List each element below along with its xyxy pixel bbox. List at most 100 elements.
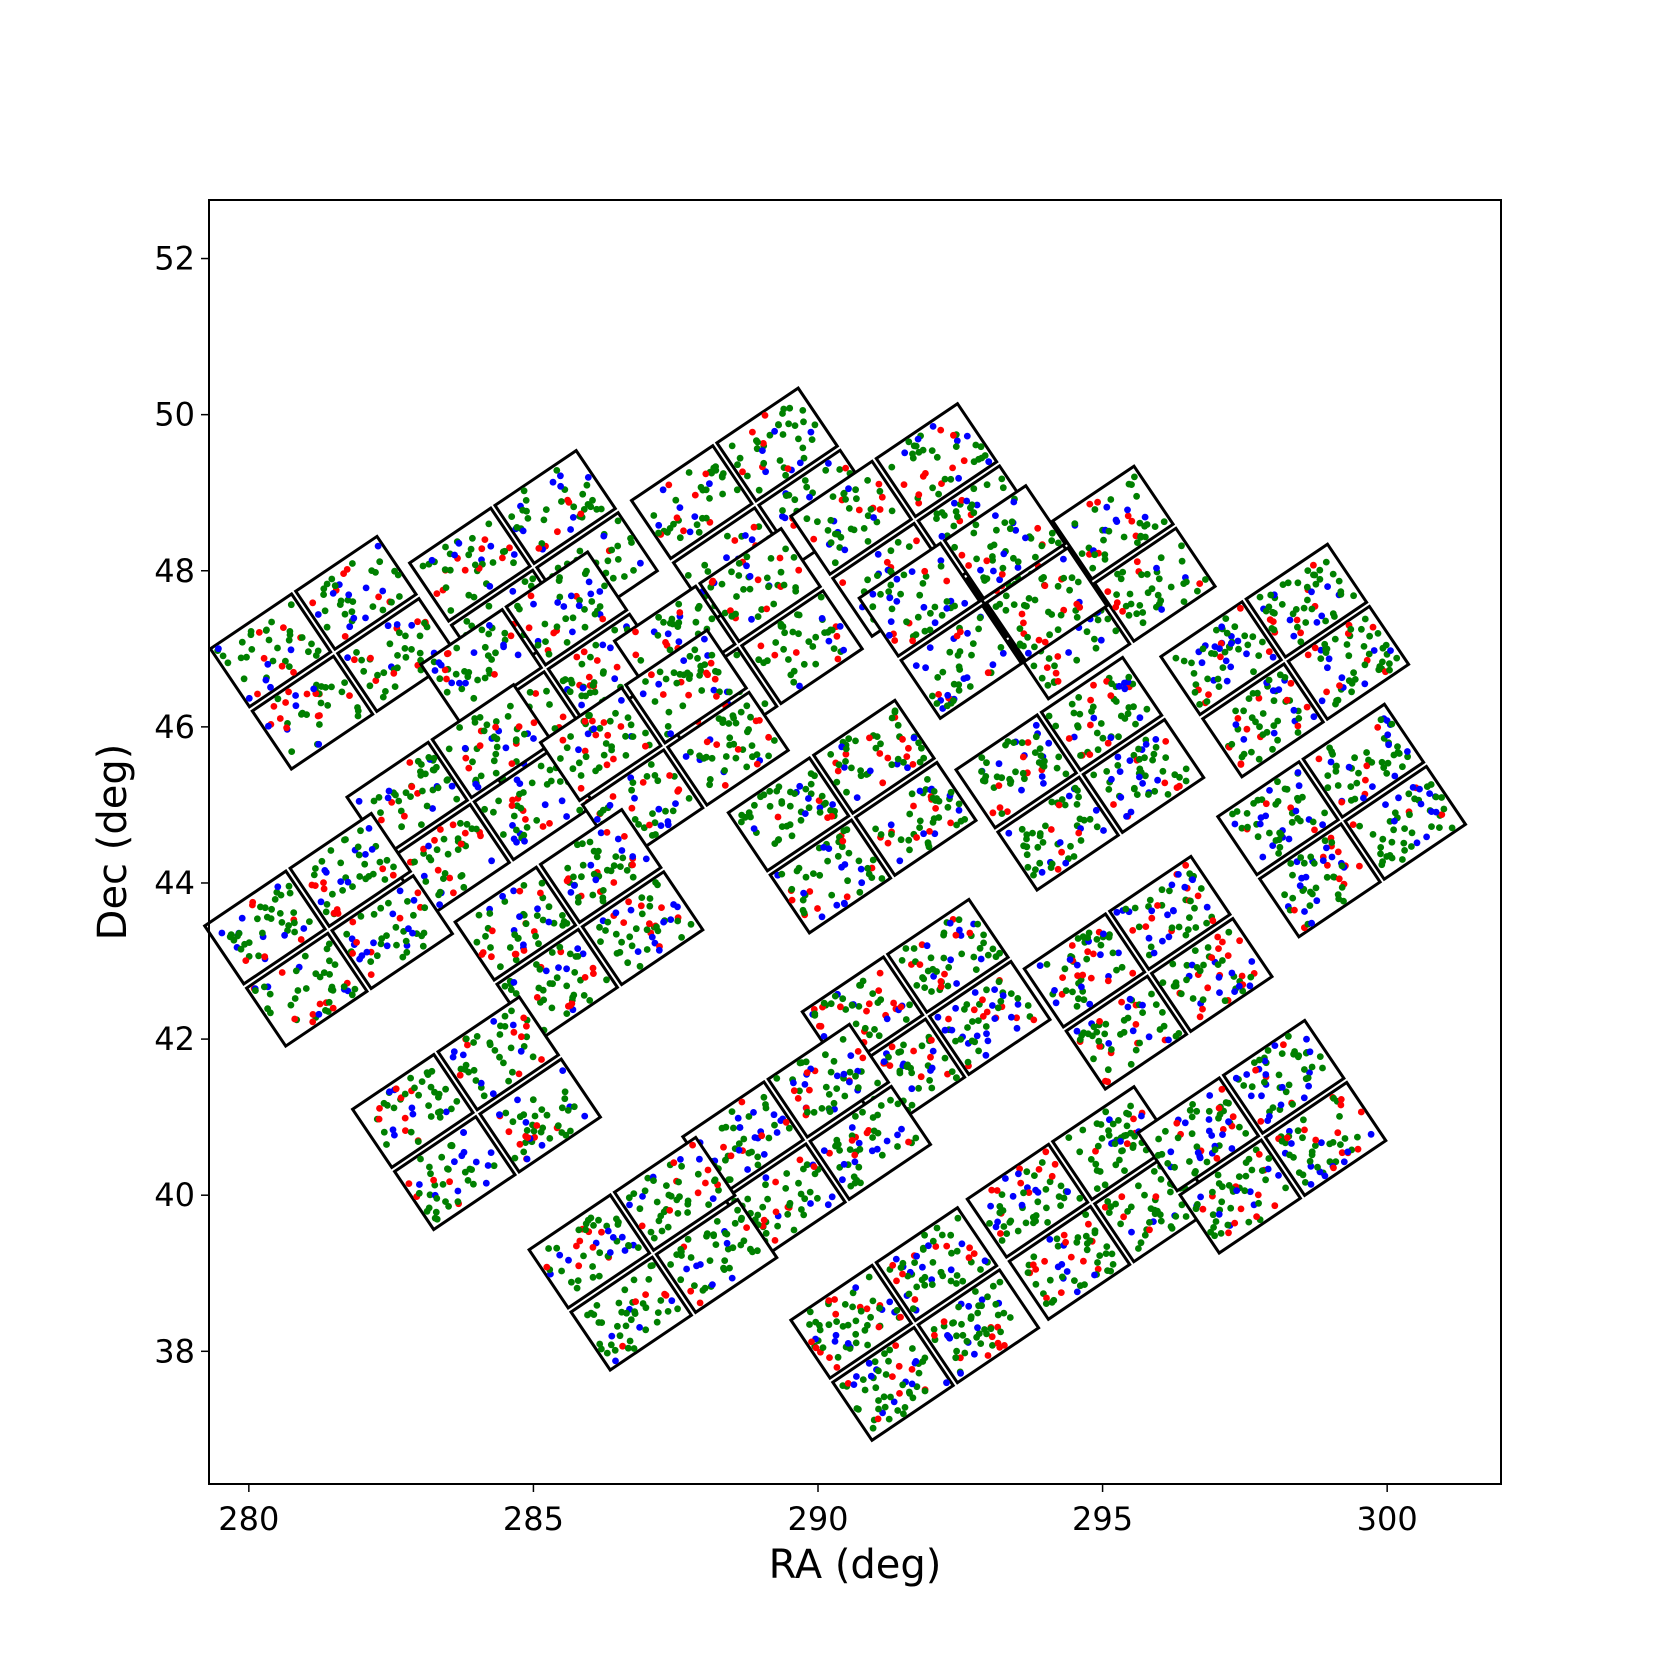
star-point <box>1139 1001 1146 1009</box>
star-point <box>514 934 522 942</box>
star-point <box>1295 1169 1303 1176</box>
star-point <box>407 793 414 800</box>
star-point <box>852 1072 859 1080</box>
star-point <box>1255 755 1263 763</box>
star-point <box>1102 1020 1110 1028</box>
star-point <box>939 668 947 676</box>
star-point <box>1189 995 1197 1002</box>
star-point <box>676 670 684 678</box>
star-point <box>1423 833 1430 841</box>
star-point <box>727 607 734 615</box>
star-point <box>1394 743 1401 750</box>
star-point <box>383 1141 390 1148</box>
star-point <box>1131 904 1139 912</box>
star-point <box>563 965 570 973</box>
star-point <box>1073 801 1081 808</box>
star-point <box>1275 850 1282 857</box>
star-point <box>859 1376 867 1383</box>
star-point <box>983 1030 990 1038</box>
star-point <box>977 566 984 574</box>
star-point <box>955 687 963 694</box>
star-point <box>1399 763 1406 771</box>
star-point <box>341 836 348 844</box>
star-point <box>587 590 595 598</box>
star-point <box>309 1011 317 1018</box>
star-point <box>842 496 849 503</box>
star-point <box>950 522 958 530</box>
star-point <box>442 1108 450 1116</box>
star-point <box>624 959 632 967</box>
star-point <box>888 761 896 769</box>
star-point <box>1024 863 1032 871</box>
y-tick-label: 46 <box>154 708 195 746</box>
star-point <box>884 839 892 847</box>
star-point <box>380 669 388 677</box>
star-point <box>1249 633 1257 641</box>
star-point <box>827 516 835 524</box>
star-point <box>574 841 581 849</box>
star-point <box>772 1178 779 1186</box>
star-point <box>949 1319 956 1327</box>
star-point <box>1374 724 1382 731</box>
star-point <box>745 1113 753 1120</box>
star-point <box>411 1084 418 1092</box>
star-point <box>1018 825 1026 833</box>
star-point <box>1277 831 1285 838</box>
star-point <box>665 708 673 716</box>
star-point <box>599 897 607 905</box>
star-point <box>1210 1224 1217 1231</box>
star-point <box>265 636 273 644</box>
star-point <box>418 761 425 768</box>
star-point <box>404 898 411 905</box>
star-point <box>933 515 940 522</box>
star-point <box>1025 1189 1033 1196</box>
star-point <box>896 857 904 865</box>
star-point <box>596 588 604 595</box>
ccd-outline <box>1149 916 1275 1034</box>
star-point <box>576 806 584 814</box>
star-point <box>1145 1033 1153 1041</box>
star-point <box>738 1098 746 1106</box>
star-point <box>835 761 843 769</box>
ccd-module <box>953 655 1206 893</box>
star-point <box>521 578 529 585</box>
star-point <box>1285 1081 1293 1089</box>
star-point <box>410 911 417 919</box>
star-point <box>1073 656 1081 664</box>
star-point <box>984 1293 991 1301</box>
star-point <box>1130 751 1138 759</box>
star-point <box>743 763 751 771</box>
star-point <box>802 785 810 793</box>
star-point <box>1042 822 1049 830</box>
star-point <box>215 645 222 653</box>
star-point <box>808 436 816 443</box>
star-point <box>435 891 442 899</box>
star-point <box>629 861 636 869</box>
star-point <box>870 1127 878 1135</box>
star-point <box>1182 861 1190 869</box>
star-point <box>1095 1037 1103 1045</box>
x-axis-label: RA (deg) <box>769 1542 942 1588</box>
star-point <box>1123 813 1130 820</box>
star-point <box>728 442 736 450</box>
star-point <box>673 514 681 522</box>
star-point <box>770 600 778 608</box>
star-point <box>958 1320 965 1328</box>
star-point <box>676 534 684 542</box>
star-point <box>1036 962 1044 969</box>
star-point <box>871 1358 879 1366</box>
star-point <box>1297 817 1304 825</box>
star-point <box>516 790 523 798</box>
star-point <box>381 876 389 883</box>
star-point <box>845 849 853 857</box>
star-point <box>1133 791 1141 798</box>
star-point <box>909 761 917 768</box>
star-point <box>1035 759 1043 766</box>
star-point <box>294 987 302 994</box>
star-point <box>851 1151 859 1159</box>
star-point <box>1015 1170 1022 1178</box>
star-point <box>1376 663 1384 670</box>
star-point <box>921 1281 929 1289</box>
star-point <box>788 896 796 904</box>
star-point <box>1334 1129 1342 1137</box>
